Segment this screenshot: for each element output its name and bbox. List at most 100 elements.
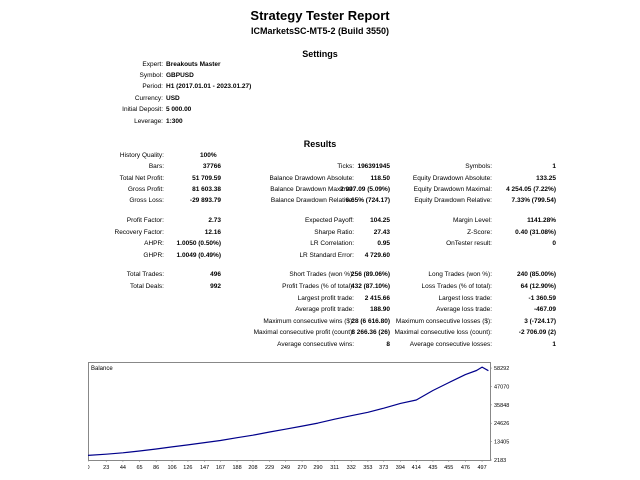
result-label: Profit Trades (% of total): <box>282 283 354 290</box>
result-label: Maximum consecutive wins ($): <box>263 318 354 325</box>
chart-title: Balance <box>91 366 113 372</box>
result-label: Average profit trade: <box>295 306 354 313</box>
x-tick-label: 270 <box>297 465 306 471</box>
result-label: Z-Score: <box>467 229 492 236</box>
result-label: Balance Drawdown Maximal: <box>270 186 354 193</box>
x-tick-label: 44 <box>120 465 126 471</box>
balance-chart-svg: Balance 0 23 44 65 86 106 126 147 167 188 208 229 249… <box>86 362 509 471</box>
result-label: OnTester result: <box>446 240 492 247</box>
result-label: Total Net Profit: <box>119 175 164 182</box>
result-value: 0.95 <box>377 240 390 247</box>
result-label: Recovery Factor: <box>114 229 165 236</box>
x-tick-label: 290 <box>313 465 322 471</box>
result-value: 51 709.59 <box>192 175 221 182</box>
x-tick-label: 208 <box>248 465 257 471</box>
x-tick-label: 476 <box>461 465 470 471</box>
result-value: 2 997.09 (5.09%) <box>340 186 390 193</box>
result-value: 4 254.05 (7.22%) <box>506 186 556 193</box>
result-label: GHPR: <box>143 252 164 259</box>
chart-plot-area <box>88 362 491 461</box>
settings-label: Leverage: <box>134 118 163 125</box>
x-tick-label: 167 <box>216 465 225 471</box>
result-label: LR Correlation: <box>310 240 354 247</box>
balance-chart: Balance 0 23 44 65 86 106 126 147 167 188 208 229 249… <box>86 362 522 472</box>
result-label: Total Deals: <box>130 283 164 290</box>
x-tick-label: 65 <box>136 465 142 471</box>
result-value: 2 415.66 <box>364 295 390 302</box>
result-value: 27.43 <box>373 229 390 236</box>
settings-value: Breakouts Master <box>166 61 221 68</box>
result-value: 188.90 <box>370 306 390 313</box>
result-value: 118.50 <box>370 175 390 182</box>
y-tick-label: 58292 <box>494 366 509 372</box>
result-value: 81 603.38 <box>192 186 221 193</box>
x-tick-label: 332 <box>347 465 356 471</box>
result-value: 1 <box>552 163 556 170</box>
x-tick-label: 86 <box>153 465 159 471</box>
x-tick-label: 353 <box>363 465 372 471</box>
result-label: Expected Payoff: <box>304 217 354 224</box>
y-tick-label: 35848 <box>494 403 509 409</box>
result-value: 12.16 <box>204 229 221 236</box>
result-label: Short Trades (won %): <box>289 271 354 278</box>
result-label: Maximal consecutive profit (count): <box>253 329 354 336</box>
settings-value: 5 000.00 <box>166 106 192 113</box>
x-tick-label: 455 <box>444 465 453 471</box>
result-label: Symbols: <box>465 163 492 170</box>
result-label: Balance Drawdown Relative: <box>270 197 354 204</box>
x-tick-label: 249 <box>281 465 290 471</box>
result-label: Equity Drawdown Relative: <box>414 197 492 204</box>
history-quality-label: History Quality: <box>119 152 164 159</box>
x-tick-label: 311 <box>330 465 339 471</box>
result-value: 104.25 <box>370 217 390 224</box>
result-value: 133.25 <box>536 175 556 182</box>
settings-label: Currency: <box>134 95 163 102</box>
x-tick-label: 147 <box>200 465 209 471</box>
x-tick-label: 126 <box>183 465 192 471</box>
x-tick-label: 188 <box>232 465 241 471</box>
result-label: Average loss trade: <box>436 306 492 313</box>
results-heading: Results <box>303 139 337 149</box>
result-value: 28 (6 616.80) <box>351 318 390 325</box>
result-label: Ticks: <box>337 163 354 170</box>
result-value: -29 893.79 <box>189 197 221 204</box>
result-value: 432 (87.10%) <box>350 283 390 290</box>
y-tick-label: 2183 <box>494 458 506 464</box>
result-label: Largest profit trade: <box>297 295 354 302</box>
result-value: 64 (12.90%) <box>520 283 556 290</box>
result-value: 0.40 (31.08%) <box>515 229 556 236</box>
result-value: -1 360.59 <box>528 295 556 302</box>
result-value: 8 <box>386 341 390 348</box>
report-title: Strategy Tester Report <box>250 8 390 23</box>
result-label: Long Trades (won %): <box>428 271 492 278</box>
result-value: 37766 <box>202 163 221 170</box>
result-value: 2.73 <box>208 217 221 224</box>
settings-label: Initial Deposit: <box>122 106 163 113</box>
result-value: 1.0049 (0.49%) <box>176 252 221 259</box>
result-label: Loss Trades (% of total): <box>421 283 492 290</box>
result-value: 992 <box>210 283 221 290</box>
x-tick-label: 373 <box>379 465 388 471</box>
x-tick-label: 23 <box>103 465 109 471</box>
x-tick-label: 394 <box>396 465 405 471</box>
result-label: Sharpe Ratio: <box>314 229 354 236</box>
result-label: Gross Loss: <box>129 197 164 204</box>
settings-label: Period: <box>142 83 163 90</box>
settings-value: USD <box>166 95 180 102</box>
result-value: -2 706.09 (2) <box>518 329 556 336</box>
result-value: 3 (-724.17) <box>524 318 556 325</box>
result-value: 256 (89.06%) <box>350 271 390 278</box>
result-value: 6.65% (724.17) <box>345 197 390 204</box>
result-label: Bars: <box>148 163 164 170</box>
balance-line <box>87 366 489 456</box>
settings-value: H1 (2017.01.01 - 2023.01.27) <box>166 83 252 90</box>
x-tick-label: 0 <box>88 465 90 471</box>
settings-value: 1:300 <box>166 118 183 125</box>
history-quality-value: 100% <box>200 152 217 159</box>
result-value: 240 (85.00%) <box>516 271 556 278</box>
result-label: Average consecutive losses: <box>409 341 492 348</box>
result-value: 1 <box>552 341 556 348</box>
result-label: Largest loss trade: <box>438 295 492 302</box>
result-value: 7.33% (799.54) <box>511 197 556 204</box>
result-value: -467.09 <box>533 306 556 313</box>
